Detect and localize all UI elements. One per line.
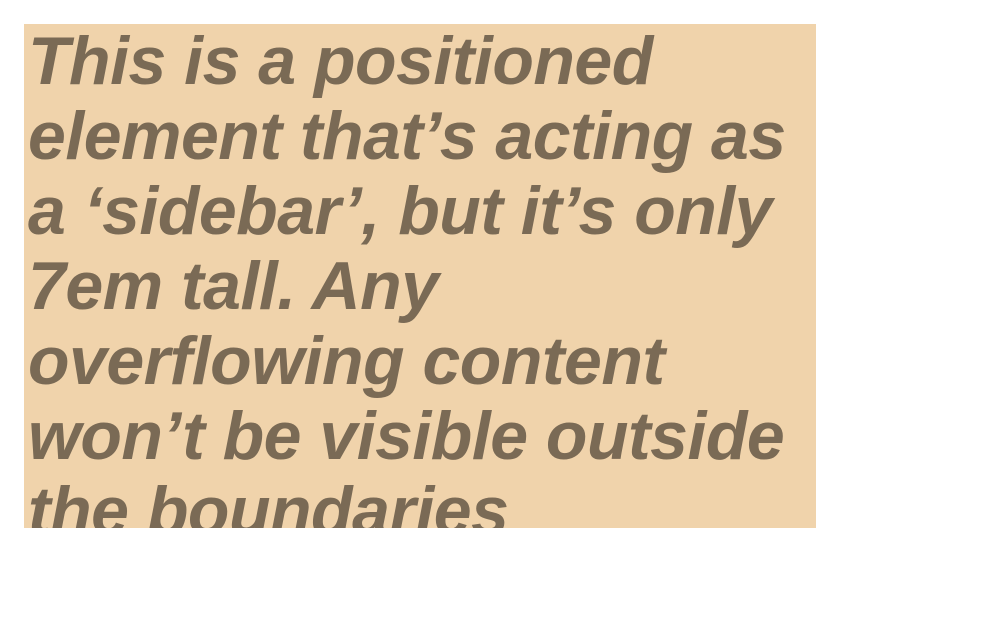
positioned-sidebar: This is a positioned element that’s acti…: [24, 24, 816, 528]
sidebar-text: This is a positioned element that’s acti…: [28, 24, 786, 528]
